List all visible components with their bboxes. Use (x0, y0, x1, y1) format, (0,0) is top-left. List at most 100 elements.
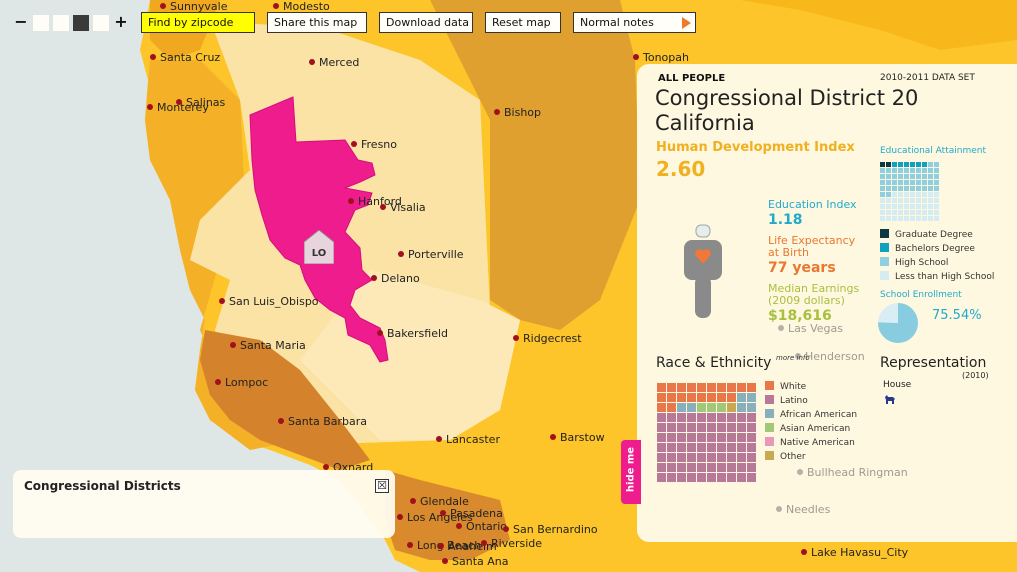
attainment-cell (892, 204, 897, 209)
city-dot-icon (398, 251, 404, 257)
hdi-value: 2.60 (656, 157, 706, 181)
legend-swatch-icon (880, 229, 889, 238)
attainment-cell (904, 180, 909, 185)
city-santa-maria: Santa Maria (230, 339, 306, 352)
city-dot-icon (348, 198, 354, 204)
race-cell (687, 473, 696, 482)
attainment-cell (892, 192, 897, 197)
city-faint-name: Needles (786, 503, 831, 516)
race-cell (727, 393, 736, 402)
race-cell (707, 473, 716, 482)
attainment-cell (928, 168, 933, 173)
attainment-cell (880, 210, 885, 215)
attain-legend-bachelors: Bachelors Degree (880, 243, 975, 254)
attainment-cell (922, 204, 927, 209)
attainment-cell (892, 198, 897, 203)
coastal-hills (200, 330, 370, 470)
race-cell (737, 433, 746, 442)
attainment-cell (922, 180, 927, 185)
attainment-cell (910, 210, 915, 215)
race-cell (727, 403, 736, 412)
zoom-level-1[interactable] (33, 15, 49, 31)
race-cell (727, 423, 736, 432)
zoom-level-3[interactable] (73, 15, 89, 31)
attainment-cell (922, 186, 927, 191)
notes-select[interactable]: Normal notes (573, 12, 696, 33)
zoom-level-2[interactable] (53, 15, 69, 31)
legend-swatch-icon (880, 271, 889, 280)
city-monterey: Monterey (147, 101, 209, 114)
attainment-cell (904, 174, 909, 179)
district-marker[interactable]: LO (303, 229, 335, 265)
race-cell (717, 383, 726, 392)
city-faint-label: Henderson (795, 350, 865, 363)
share-map-button[interactable]: Share this map (267, 12, 367, 33)
race-cell (717, 433, 726, 442)
city-faint-label: Las Vegas (778, 322, 843, 335)
democrat-donkey-icon (885, 395, 895, 404)
city-dot-icon (309, 59, 315, 65)
legend-swatch-icon (765, 395, 774, 404)
attainment-cell (898, 216, 903, 221)
race-cell (717, 443, 726, 452)
zoom-out-button[interactable]: − (14, 12, 28, 31)
attainment-cell (928, 174, 933, 179)
zoom-in-button[interactable]: + (114, 12, 128, 31)
city-dot-icon (176, 99, 182, 105)
city-dot-icon (273, 3, 279, 9)
city-dot-icon (215, 379, 221, 385)
attainment-cell (880, 180, 885, 185)
city-santa-cruz: Santa Cruz (150, 51, 220, 64)
race-cell (707, 393, 716, 402)
person-figure-icon (684, 224, 722, 318)
city-dot-icon (397, 514, 403, 520)
close-icon[interactable]: ☒ (375, 479, 389, 493)
attainment-cell (886, 180, 891, 185)
download-data-button[interactable]: Download data (379, 12, 473, 33)
legend-swatch-icon (880, 243, 889, 252)
city-dot-icon (323, 464, 329, 470)
zoom-level-4[interactable] (93, 15, 109, 31)
attainment-cell (898, 174, 903, 179)
attainment-cell (904, 168, 909, 173)
race-cell (737, 453, 746, 462)
more-info-link[interactable]: more info (776, 354, 810, 362)
city-faint-label: Bullhead Ringman (797, 466, 908, 479)
city-dot-icon (503, 526, 509, 532)
race-cell (717, 463, 726, 472)
race-cell (677, 433, 686, 442)
legend-swatch-icon (880, 257, 889, 266)
race-cell (667, 473, 676, 482)
race-cell (697, 393, 706, 402)
legend-swatch-icon (765, 409, 774, 418)
race-cell (687, 443, 696, 452)
race-legend-asian-american: Asian American (765, 423, 850, 434)
attainment-cell (886, 162, 891, 167)
attainment-cell (922, 168, 927, 173)
city-dot-icon (160, 3, 166, 9)
attainment-cell (928, 204, 933, 209)
hide-panel-tab[interactable]: hide me (621, 440, 641, 504)
race-cell (657, 473, 666, 482)
coastal-region (145, 60, 300, 450)
attainment-cell (922, 174, 927, 179)
attainment-cell (934, 162, 939, 167)
attainment-cell (898, 192, 903, 197)
race-cell (657, 413, 666, 422)
enrollment-value: 75.54% (932, 308, 982, 323)
life-expectancy-label-1: Life Expectancy (768, 234, 856, 247)
city-dot-icon (442, 558, 448, 564)
city-merced: Merced (309, 56, 359, 69)
race-cell (677, 473, 686, 482)
city-dot-icon (219, 298, 225, 304)
city-dot-icon (481, 540, 487, 546)
race-cell (717, 393, 726, 402)
race-cell (667, 383, 676, 392)
race-cell (657, 393, 666, 402)
reset-map-button[interactable]: Reset map (485, 12, 561, 33)
race-cell (747, 383, 756, 392)
attainment-cell (910, 186, 915, 191)
city-dot-icon (407, 542, 413, 548)
find-by-zipcode-input[interactable]: Find by zipcode (141, 12, 255, 33)
attainment-cell (922, 162, 927, 167)
